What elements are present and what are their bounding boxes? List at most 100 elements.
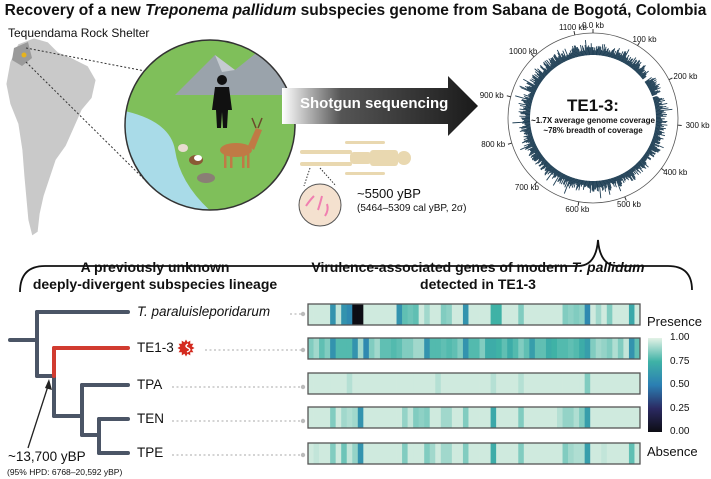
- heatmap-cell: [534, 407, 541, 428]
- coverage-bar: [648, 83, 660, 90]
- heatmap-cell: [451, 338, 458, 359]
- coverage-bar: [525, 132, 532, 135]
- coverage-bar: [636, 67, 641, 73]
- coverage-bar: [523, 136, 533, 140]
- heatmap-title-italic: T. pallidum: [571, 259, 645, 275]
- coverage-bar: [579, 51, 582, 57]
- heatmap-cell: [634, 373, 641, 394]
- coverage-bar: [632, 59, 640, 70]
- heatmap-cell: [501, 443, 508, 464]
- coverage-bar: [537, 68, 547, 77]
- heatmap-cell: [551, 338, 558, 359]
- connector-dot: [300, 418, 306, 424]
- heatmap-cell: [496, 304, 503, 325]
- coverage-bar: [522, 122, 531, 124]
- heatmap-cell: [335, 373, 342, 394]
- legend-tick-label: 1.00: [670, 332, 690, 343]
- heatmap-cell: [457, 304, 464, 325]
- node-hpd: (95% HPD: 6768–20,592 yBP): [7, 467, 123, 477]
- heatmap-cell: [485, 338, 491, 359]
- coverage-bar: [651, 90, 661, 95]
- coverage-bar: [649, 87, 658, 92]
- heatmap-cell: [402, 338, 408, 359]
- coverage-bar: [637, 161, 645, 169]
- coverage-bar: [512, 121, 531, 124]
- coverage-bar: [574, 45, 579, 57]
- coverage-bar: [534, 155, 543, 162]
- coverage-bar: [637, 162, 644, 169]
- coverage-bar: [617, 54, 622, 61]
- coverage-bar: [649, 85, 658, 91]
- heatmap-cell: [319, 407, 325, 428]
- heatmap-cell: [562, 338, 569, 359]
- coverage-bar: [654, 105, 660, 108]
- coverage-bar: [550, 167, 556, 173]
- heatmap-cell: [374, 338, 381, 359]
- coverage-bar: [557, 57, 562, 64]
- coverage-bar: [649, 86, 660, 92]
- heatmap-cell: [512, 373, 519, 394]
- heatmap-cell: [606, 443, 613, 464]
- coverage-bar: [573, 178, 577, 188]
- coverage-bar: [640, 158, 647, 164]
- heatmap-cell: [551, 304, 558, 325]
- coverage-bar: [538, 76, 544, 81]
- coverage-bar: [645, 152, 650, 156]
- coverage-bar: [627, 170, 632, 177]
- heatmap-title: Virulence-associated genes of modern: [311, 259, 572, 275]
- coverage-bar: [655, 124, 663, 127]
- heatmap-cell: [357, 443, 364, 464]
- heatmap-cell: [457, 338, 464, 359]
- coverage-bar: [550, 59, 557, 68]
- coverage-bar: [567, 176, 571, 182]
- coverage-bar: [531, 86, 538, 90]
- coverage-bar: [557, 171, 561, 177]
- coverage-bar: [553, 54, 561, 65]
- coverage-bar: [546, 59, 554, 70]
- coverage-bar: [645, 151, 655, 158]
- genome-tick-label: 100 kb: [632, 34, 657, 44]
- coverage-bar: [532, 152, 541, 158]
- heatmap-cell: [590, 443, 597, 464]
- heatmap-cell: [540, 407, 547, 428]
- coverage-bar: [551, 57, 558, 67]
- heatmap-cell: [601, 407, 608, 428]
- coverage-bar: [629, 168, 635, 176]
- heatmap-cell: [557, 304, 563, 325]
- heatmap-row-border: [307, 303, 641, 326]
- coverage-bar: [533, 154, 543, 162]
- deer-icon: [220, 117, 263, 168]
- heatmap-cell: [628, 373, 635, 394]
- heatmap-cell: [529, 407, 536, 428]
- heatmap-row-border: [307, 406, 641, 429]
- heatmap-cell: [551, 407, 558, 428]
- coverage-bar: [625, 60, 629, 65]
- coverage-bar: [638, 69, 646, 76]
- coverage-bar: [570, 177, 574, 187]
- heatmap-cell: [557, 443, 563, 464]
- heatmap-cell: [474, 407, 480, 428]
- heatmap-cell: [617, 304, 624, 325]
- heatmap-cell: [402, 407, 408, 428]
- coverage-bar: [649, 144, 658, 149]
- heatmap-cell: [628, 304, 635, 325]
- coverage-bar: [537, 77, 543, 82]
- coverage-bar: [612, 177, 615, 184]
- heatmap-cell: [319, 443, 325, 464]
- heatmap-cell: [335, 338, 342, 359]
- coverage-bar: [561, 53, 567, 62]
- coverage-bar: [602, 180, 605, 187]
- heatmap-cell: [396, 338, 403, 359]
- coverage-bar: [568, 52, 572, 59]
- coverage-bar: [563, 55, 567, 62]
- coverage-bar: [650, 142, 664, 149]
- coverage-bar: [648, 84, 656, 90]
- coverage-bar: [650, 90, 655, 94]
- coverage-bar: [649, 145, 660, 152]
- coverage-bar: [538, 156, 544, 162]
- heatmap-cell: [545, 443, 552, 464]
- heatmap-cell: [468, 304, 475, 325]
- coverage-bar: [615, 176, 621, 187]
- coverage-bar: [549, 167, 555, 174]
- heatmap-cell: [584, 407, 591, 428]
